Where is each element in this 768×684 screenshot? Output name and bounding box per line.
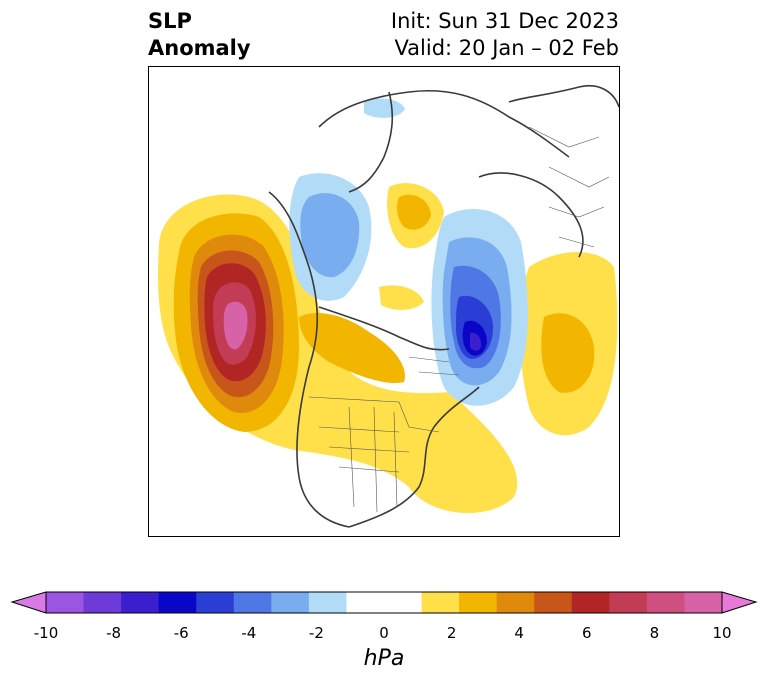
colorbar-tick-label: -2 <box>308 624 324 642</box>
colorbar-cell <box>308 592 347 613</box>
colorbar-tick-label: 2 <box>446 624 457 642</box>
init-date: Init: Sun 31 Dec 2023 <box>390 9 619 33</box>
colorbar-cell <box>609 592 648 613</box>
colorbar-cell <box>571 592 610 613</box>
coastlines <box>268 85 619 528</box>
map-dates: Init: Sun 31 Dec 2023 Valid: 20 Jan – 02… <box>391 8 619 62</box>
negative-anomalies <box>289 98 529 406</box>
colorbar-tick-label: 8 <box>649 624 660 642</box>
colorbar-tick-label: -10 <box>33 624 59 642</box>
colorbar-tick-label: -6 <box>173 624 189 642</box>
colorbar-cell <box>121 592 160 613</box>
borders <box>308 126 610 513</box>
colorbar-cell <box>646 592 685 613</box>
colorbar-cell <box>158 592 197 613</box>
colorbar-cell <box>384 592 423 613</box>
colorbar-tick-label: -8 <box>106 624 122 642</box>
colorbar <box>10 591 758 614</box>
colorbar-cell <box>684 592 723 613</box>
colorbar-cell <box>496 592 535 613</box>
colorbar-cell <box>196 592 235 613</box>
map-panel <box>148 66 620 537</box>
title-line-1: SLP <box>148 9 192 33</box>
title-line-2: Anomaly <box>148 36 251 60</box>
colorbar-max-extension <box>722 592 756 613</box>
colorbar-cell <box>534 592 573 613</box>
colorbar-tick-label: 10 <box>712 624 732 642</box>
map-title: SLP Anomaly <box>148 8 251 62</box>
colorbar-tick-label: 0 <box>379 624 389 642</box>
colorbar-cell <box>421 592 460 613</box>
atlantic-high-anomaly <box>379 183 618 436</box>
colorbar-tick-label: -4 <box>241 624 257 642</box>
colorbar-min-extension <box>12 592 46 613</box>
colorbar-left-outline <box>10 591 47 614</box>
colorbar-tick-label: 4 <box>514 624 524 642</box>
colorbar-tick-label: 6 <box>582 624 592 642</box>
colorbar-cell <box>346 592 385 613</box>
colorbar-cell <box>83 592 122 613</box>
colorbar-cell <box>459 592 498 613</box>
colorbar-cell <box>233 592 272 613</box>
colorbar-cell <box>271 592 310 613</box>
colorbar-unit: hPa <box>363 646 405 671</box>
valid-range: Valid: 20 Jan – 02 Feb <box>394 36 619 60</box>
colorbar-cell <box>46 592 85 613</box>
colorbar-outline <box>45 591 723 614</box>
colorbar-right-outline <box>721 591 758 614</box>
colorbar-cells <box>46 592 723 613</box>
anomaly-map <box>158 85 619 528</box>
pacific-high-anomaly <box>158 194 518 514</box>
